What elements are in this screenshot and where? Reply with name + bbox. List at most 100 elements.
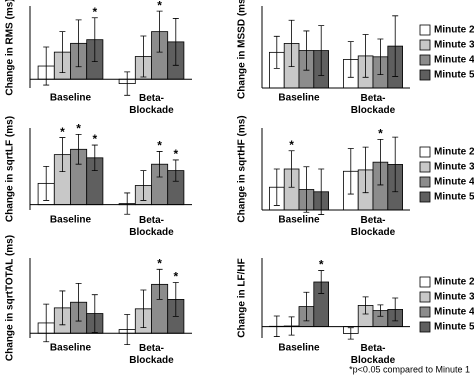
y-axis-label: Change in sqrtHF (ms) bbox=[237, 115, 248, 222]
legend-swatch bbox=[419, 291, 431, 303]
error-bar bbox=[172, 159, 179, 182]
error-bar bbox=[156, 10, 163, 53]
significance-marker: * bbox=[157, 139, 162, 153]
error-bar bbox=[91, 294, 98, 333]
legend-label: Minute 2 bbox=[434, 277, 474, 288]
x-tick-label: Baseline bbox=[50, 215, 92, 226]
error-bar bbox=[91, 17, 98, 63]
legend-swatch bbox=[419, 54, 431, 66]
error-bar bbox=[347, 41, 354, 78]
error-bar bbox=[377, 38, 384, 76]
legend-swatch bbox=[419, 306, 431, 318]
error-bar bbox=[75, 19, 82, 68]
error-bar bbox=[318, 168, 325, 215]
error-bar bbox=[392, 136, 399, 193]
error-bar bbox=[43, 165, 50, 201]
error-bar bbox=[347, 327, 354, 340]
error-bar bbox=[318, 25, 325, 76]
significance-marker: * bbox=[319, 258, 324, 272]
legend-swatch bbox=[419, 321, 431, 333]
x-tick-label: Beta-Blockade bbox=[351, 343, 396, 366]
legend-swatch bbox=[419, 191, 431, 203]
error-bar bbox=[172, 18, 179, 66]
significance-marker: * bbox=[92, 5, 97, 19]
error-bar bbox=[362, 34, 369, 78]
error-bar bbox=[303, 166, 310, 213]
error-bar bbox=[140, 170, 147, 201]
x-tick-label: Beta-Blockade bbox=[351, 93, 396, 116]
error-bar bbox=[156, 151, 163, 178]
error-bar bbox=[362, 296, 369, 315]
legend-swatch bbox=[419, 39, 431, 51]
error-bar bbox=[43, 303, 50, 343]
error-bar bbox=[59, 290, 66, 326]
y-axis-label: Change in sqrtLF (ms) bbox=[5, 116, 16, 222]
error-bar bbox=[318, 270, 325, 294]
legend-swatch bbox=[419, 146, 431, 158]
legend-swatch bbox=[419, 276, 431, 288]
legend-swatch bbox=[419, 24, 431, 36]
legend-swatch bbox=[419, 176, 431, 188]
error-bar bbox=[75, 133, 82, 165]
error-bar bbox=[392, 297, 399, 322]
significance-marker: * bbox=[157, 0, 162, 12]
significance-marker: * bbox=[173, 147, 178, 161]
legend-label: Minute 3 bbox=[434, 162, 474, 173]
error-bar bbox=[75, 283, 82, 322]
x-tick-label: Beta-Blockade bbox=[129, 215, 174, 238]
legend-label: Minute 3 bbox=[434, 292, 474, 303]
legend-label: Minute 5 bbox=[434, 192, 474, 203]
x-tick-label: Beta-Blockade bbox=[129, 93, 174, 116]
error-bar bbox=[288, 19, 295, 68]
y-axis-label: Change in LF/HF bbox=[237, 258, 248, 337]
error-bar bbox=[273, 35, 280, 69]
error-bar bbox=[124, 71, 131, 96]
error-bar bbox=[392, 15, 399, 77]
error-bar bbox=[172, 282, 179, 317]
error-bar bbox=[288, 150, 295, 188]
legend-label: Minute 2 bbox=[434, 147, 474, 158]
y-axis-label: Change in sqrtTOTAL (ms) bbox=[5, 235, 16, 361]
legend-label: Minute 2 bbox=[434, 25, 474, 36]
error-bar bbox=[124, 314, 131, 345]
legend-swatch bbox=[419, 69, 431, 81]
significance-marker: * bbox=[378, 127, 383, 141]
x-tick-label: Baseline bbox=[50, 343, 92, 354]
legend-label: Minute 4 bbox=[434, 307, 474, 318]
significance-marker: * bbox=[60, 125, 65, 139]
significance-marker: * bbox=[289, 138, 294, 152]
significance-marker: * bbox=[173, 270, 178, 284]
error-bar bbox=[59, 137, 66, 173]
x-tick-label: Baseline bbox=[50, 93, 92, 104]
significance-marker: * bbox=[157, 256, 162, 270]
error-bar bbox=[59, 31, 66, 74]
error-bar bbox=[377, 138, 384, 186]
y-axis-label: Change in MSSD (ms) bbox=[237, 0, 248, 99]
legend-label: Minute 5 bbox=[434, 322, 474, 333]
error-bar bbox=[288, 316, 295, 336]
legend-label: Minute 4 bbox=[434, 177, 474, 188]
significance-marker: * bbox=[76, 122, 81, 136]
error-bar bbox=[91, 144, 98, 171]
legend-label: Minute 4 bbox=[434, 55, 474, 66]
significance-marker: * bbox=[92, 132, 97, 146]
error-bar bbox=[362, 146, 369, 194]
error-bar bbox=[140, 289, 147, 329]
x-tick-label: Baseline bbox=[278, 215, 320, 226]
error-bar bbox=[303, 30, 310, 71]
x-tick-label: Beta-Blockade bbox=[129, 343, 174, 366]
error-bar bbox=[377, 304, 384, 317]
legend-label: Minute 3 bbox=[434, 40, 474, 51]
legend-label: Minute 5 bbox=[434, 70, 474, 81]
x-tick-label: Beta-Blockade bbox=[351, 215, 396, 238]
x-tick-label: Baseline bbox=[278, 93, 320, 104]
x-tick-label: Baseline bbox=[278, 343, 320, 354]
footnote: *p<0.05 compared to Minute 1 bbox=[349, 364, 470, 374]
y-axis-label: Change in RMS (ms) bbox=[5, 0, 16, 96]
legend-swatch bbox=[419, 161, 431, 173]
error-bar bbox=[347, 148, 354, 195]
error-bar bbox=[156, 268, 163, 300]
error-bar bbox=[303, 291, 310, 322]
error-bar bbox=[273, 168, 280, 206]
